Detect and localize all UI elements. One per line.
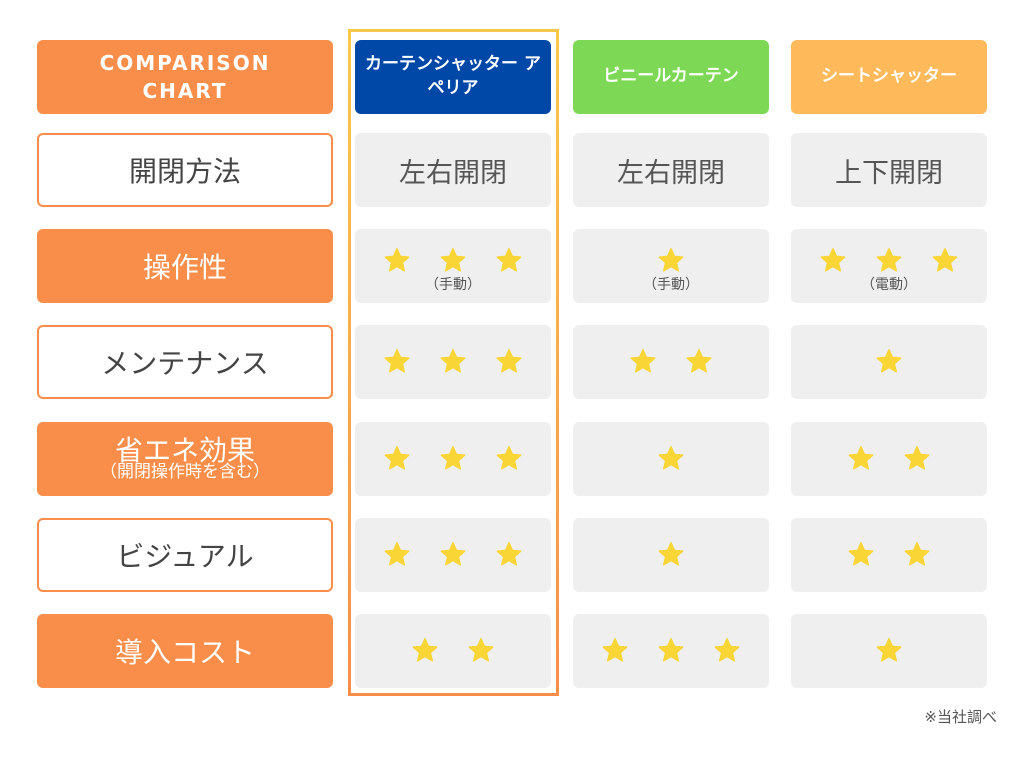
star-icon	[615, 347, 671, 377]
row-label-4: ビジュアル	[37, 518, 333, 592]
star-icon	[643, 246, 699, 276]
footnote: ※当社調べ	[924, 708, 997, 726]
star-rating	[833, 442, 945, 476]
star-rating	[861, 345, 917, 379]
row-label-text: 省エネ効果	[114, 433, 255, 467]
row-label-text: ビジュアル	[116, 540, 254, 573]
star-icon	[643, 444, 699, 474]
data-cell-r3-c2	[791, 422, 987, 496]
star-icon	[917, 246, 973, 276]
star-icon	[643, 540, 699, 570]
star-icon	[699, 636, 755, 666]
star-rating	[805, 244, 973, 278]
star-icon	[587, 636, 643, 666]
row-label-3: 省エネ効果 （開閉操作時を含む）	[37, 422, 333, 496]
star-rating	[833, 538, 945, 572]
star-rating	[643, 244, 699, 278]
star-icon	[861, 636, 917, 666]
data-cell-r1-c1: （手動）	[573, 229, 769, 303]
star-icon	[861, 347, 917, 377]
star-icon	[833, 444, 889, 474]
column-header-2: シートシャッター	[791, 40, 987, 114]
cell-text: 上下開閉	[835, 157, 943, 189]
star-icon	[671, 347, 727, 377]
highlight-frame	[348, 29, 559, 696]
data-cell-r4-c2	[791, 518, 987, 592]
star-rating	[643, 442, 699, 476]
cell-note: （電動）	[861, 277, 917, 293]
data-cell-r2-c2	[791, 325, 987, 399]
star-rating	[587, 634, 755, 668]
chart-title-text: COMPARISON CHART	[99, 51, 271, 103]
star-icon	[833, 540, 889, 570]
column-header-1-label: ビニールカーテン	[603, 66, 739, 87]
data-cell-r1-c2: （電動）	[791, 229, 987, 303]
data-cell-r3-c1	[573, 422, 769, 496]
row-label-text: メンテナンス	[101, 347, 269, 380]
row-label-2: メンテナンス	[37, 325, 333, 399]
data-cell-r4-c1	[573, 518, 769, 592]
star-icon	[889, 444, 945, 474]
star-icon	[889, 540, 945, 570]
row-label-5: 導入コスト	[37, 614, 333, 688]
column-header-2-label: シートシャッター	[821, 66, 957, 87]
star-icon	[805, 246, 861, 276]
row-sublabel-text: （開閉操作時を含む）	[100, 461, 270, 482]
chart-title: COMPARISON CHART	[37, 40, 333, 114]
star-rating	[861, 634, 917, 668]
cell-text: 左右開閉	[617, 157, 725, 189]
column-header-1: ビニールカーテン	[573, 40, 769, 114]
row-label-0: 開閉方法	[37, 133, 333, 207]
star-rating	[643, 538, 699, 572]
data-cell-r5-c2	[791, 614, 987, 688]
star-rating	[615, 345, 727, 379]
row-label-text: 操作性	[142, 251, 227, 284]
star-icon	[643, 636, 699, 666]
data-cell-r2-c1	[573, 325, 769, 399]
cell-note: （手動）	[643, 277, 699, 293]
data-cell-r0-c1: 左右開閉	[573, 133, 769, 207]
row-label-text: 開閉方法	[128, 155, 241, 188]
row-label-text: 導入コスト	[114, 636, 255, 669]
data-cell-r5-c1	[573, 614, 769, 688]
star-icon	[861, 246, 917, 276]
row-label-1: 操作性	[37, 229, 333, 303]
data-cell-r0-c2: 上下開閉	[791, 133, 987, 207]
